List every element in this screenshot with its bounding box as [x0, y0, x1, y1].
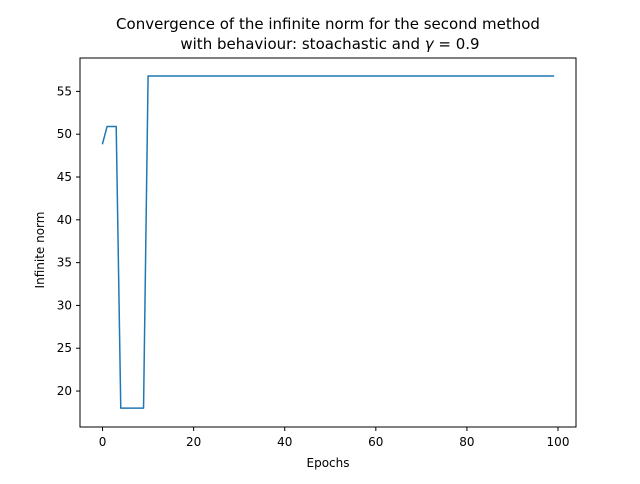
y-tick-label: 25 — [57, 341, 72, 355]
y-tick-label: 20 — [57, 384, 72, 398]
x-tick-label: 80 — [459, 435, 474, 449]
plot-lines — [101, 75, 555, 409]
x-tick-label: 100 — [547, 435, 570, 449]
y-axis-label: Infinite norm — [33, 212, 47, 289]
y-tick-label: 30 — [57, 298, 72, 312]
chart-title-line-2: with behaviour: stoachastic and γ = 0.9 — [180, 35, 479, 53]
chart-title-line-2-suffix: = 0.9 — [434, 35, 480, 53]
y-tick-label: 45 — [57, 170, 72, 184]
y-tick-label: 40 — [57, 213, 72, 227]
x-axis-ticks: 0 20 40 60 80 100 — [99, 427, 570, 449]
x-tick-label: 20 — [186, 435, 201, 449]
chart-title-line-2-prefix: with behaviour: stoachastic and — [180, 35, 424, 53]
plot-area-frame — [79, 57, 577, 428]
chart-title-gamma-symbol: γ — [425, 35, 435, 53]
y-tick-label: 35 — [57, 256, 72, 270]
y-axis-ticks: 20 25 30 35 40 45 50 55 — [57, 84, 80, 398]
x-axis-label: Epochs — [307, 456, 350, 470]
series-line — [101, 75, 555, 409]
chart-title-line-1: Convergence of the infinite norm for the… — [116, 15, 540, 33]
x-tick-label: 60 — [368, 435, 383, 449]
y-tick-label: 55 — [57, 84, 72, 98]
x-tick-label: 40 — [277, 435, 292, 449]
x-tick-label: 0 — [99, 435, 107, 449]
y-tick-label: 50 — [57, 127, 72, 141]
